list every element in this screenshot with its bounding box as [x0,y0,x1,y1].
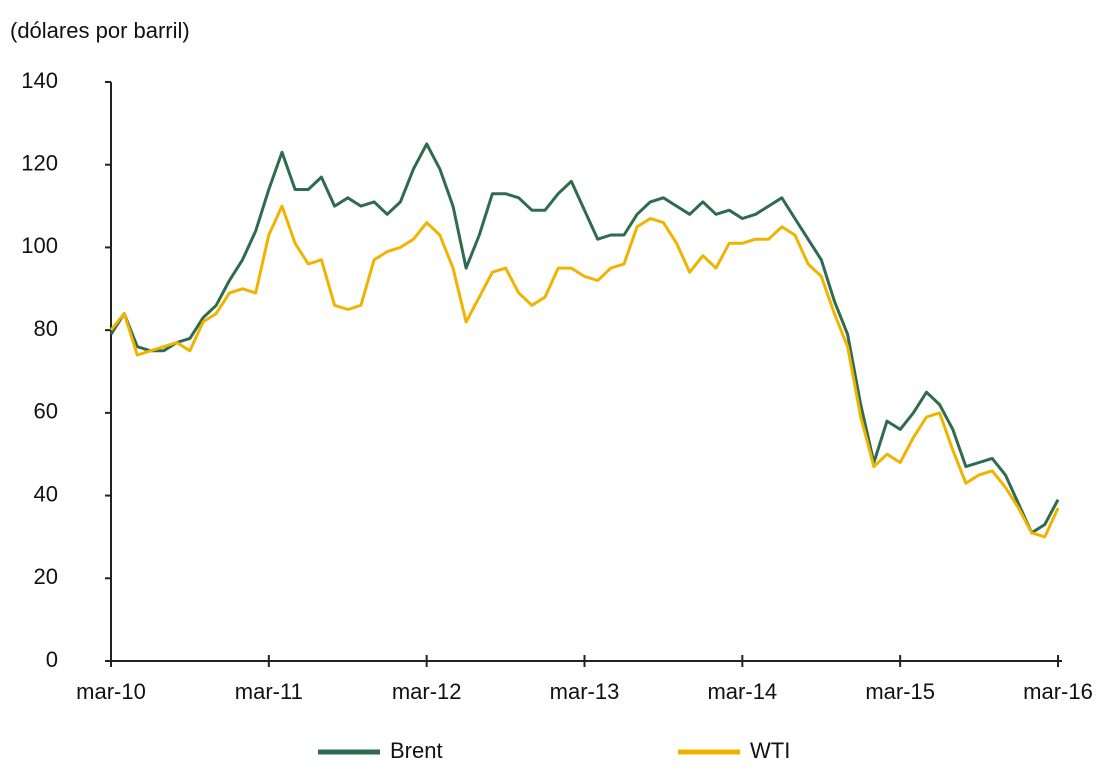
legend-label: Brent [390,738,443,763]
y-tick-label: 0 [46,647,58,672]
x-tick-label: mar-12 [392,679,462,704]
x-tick-label: mar-15 [865,679,935,704]
y-tick-label: 100 [21,233,58,258]
y-tick-label: 40 [34,481,58,506]
x-tick-label: mar-13 [550,679,620,704]
x-tick-label: mar-11 [235,679,303,704]
y-tick-label: 120 [21,151,58,176]
legend-label: WTI [750,738,790,763]
y-tick-label: 60 [34,399,58,424]
y-tick-label: 20 [34,564,58,589]
x-tick-label: mar-14 [707,679,777,704]
y-tick-label: 140 [21,68,58,93]
series-line [109,142,1060,535]
y-axis-label: (dólares por barril) [10,18,190,43]
x-tick-label: mar-10 [76,679,146,704]
x-tick-label: mar-16 [1023,679,1093,704]
series-line [109,204,1060,539]
y-tick-label: 80 [34,316,58,341]
